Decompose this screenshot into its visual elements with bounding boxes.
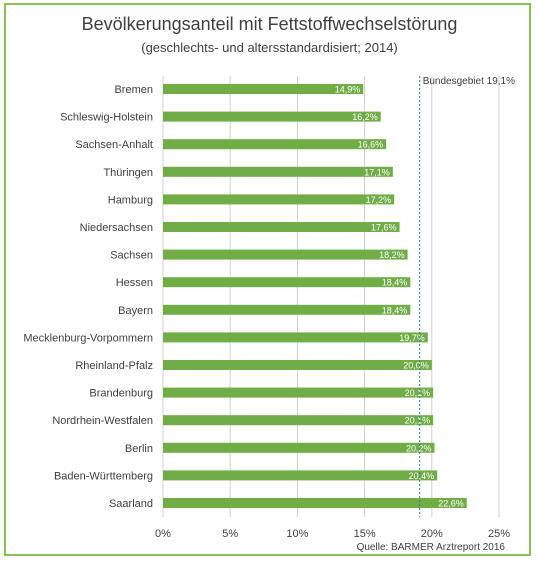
data-label: 20,1%: [405, 388, 431, 398]
category-label: Sachsen: [110, 250, 153, 262]
bar: [163, 498, 467, 508]
data-label: 18,2%: [379, 250, 405, 260]
bar: [163, 304, 411, 315]
bar: [163, 84, 364, 94]
bar: [163, 139, 387, 150]
category-label: Sachsen-Anhalt: [75, 139, 153, 151]
data-label: 16,6%: [358, 140, 384, 150]
category-label: Nordrhein-Westfalen: [52, 415, 153, 427]
bar: [163, 360, 432, 370]
category-label: Mecklenburg-Vorpommern: [23, 332, 153, 344]
bar: [163, 249, 408, 260]
category-label: Schleswig-Holstein: [60, 112, 153, 124]
data-label: 20,2%: [406, 443, 432, 453]
data-label: 22,6%: [438, 499, 464, 509]
data-label: 16,2%: [352, 112, 378, 122]
data-label: 18,4%: [382, 278, 408, 288]
category-label: Thüringen: [103, 167, 153, 179]
chart-title: Bevölkerungsanteil mit Fettstoffwechsels…: [81, 14, 458, 34]
category-label: Hessen: [116, 277, 153, 289]
category-label: Rheinland-Pfalz: [75, 360, 153, 372]
bar: [163, 277, 411, 288]
bar: [163, 442, 435, 453]
x-tick-label: 10%: [286, 528, 308, 540]
category-label: Brandenburg: [89, 388, 153, 400]
data-label: 17,6%: [371, 223, 397, 233]
x-tick-label: 0%: [155, 528, 171, 540]
x-tick-label: 15%: [354, 528, 376, 540]
bar: [163, 166, 393, 177]
source-note: Quelle: BARMER Arztreport 2016: [356, 542, 505, 553]
data-label: 17,1%: [364, 167, 390, 177]
x-tick-label: 5%: [222, 528, 238, 540]
chart-subtitle: (geschlechts- und altersstandardisiert; …: [141, 40, 398, 55]
data-label: 18,4%: [382, 305, 408, 315]
bar: [163, 387, 434, 398]
bar: [163, 222, 400, 232]
data-label: 20,0%: [403, 361, 429, 371]
category-label: Saarland: [109, 498, 153, 510]
bar: [163, 111, 381, 122]
category-label: Baden-Württemberg: [54, 470, 153, 482]
data-label: 20,1%: [405, 416, 431, 426]
category-label: Bayern: [118, 305, 153, 317]
bar: [163, 470, 438, 481]
x-tick-label: 25%: [488, 528, 510, 540]
data-label: 17,2%: [366, 195, 392, 205]
category-label: Hamburg: [108, 194, 153, 206]
data-label: 19,7%: [399, 333, 425, 343]
reference-label: Bundesgebiet 19,1%: [423, 76, 515, 87]
bar: [163, 415, 434, 426]
bar: [163, 194, 395, 205]
data-label: 14,9%: [335, 85, 361, 95]
category-label: Berlin: [125, 443, 153, 455]
bar: [163, 332, 428, 343]
x-tick-label: 20%: [421, 528, 443, 540]
category-label: Niedersachsen: [80, 222, 153, 234]
data-label: 20,4%: [409, 471, 435, 481]
category-label: Bremen: [114, 84, 153, 96]
